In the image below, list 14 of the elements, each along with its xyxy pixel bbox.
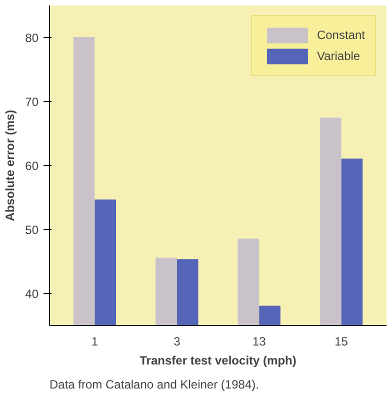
y-tick-label: 60	[25, 159, 39, 173]
x-tick-label: 13	[252, 334, 266, 348]
x-axis-title: Transfer test velocity (mph)	[140, 354, 296, 368]
y-tick-label: 50	[25, 223, 39, 237]
text: Data from Catalano and Kleiner (1984).	[50, 378, 259, 392]
y-tick-label: 40	[25, 287, 39, 301]
x-tick-label: 1	[91, 334, 98, 348]
y-tick-label: 80	[25, 31, 39, 45]
legend-label: Variable	[316, 49, 360, 63]
y-axis-title: Absolute error (ms)	[3, 110, 18, 222]
y-tick-label: 70	[25, 95, 39, 109]
legend-label: Constant	[316, 28, 365, 42]
x-tick-label: 15	[334, 334, 348, 348]
x-tick-label: 3	[174, 334, 181, 348]
